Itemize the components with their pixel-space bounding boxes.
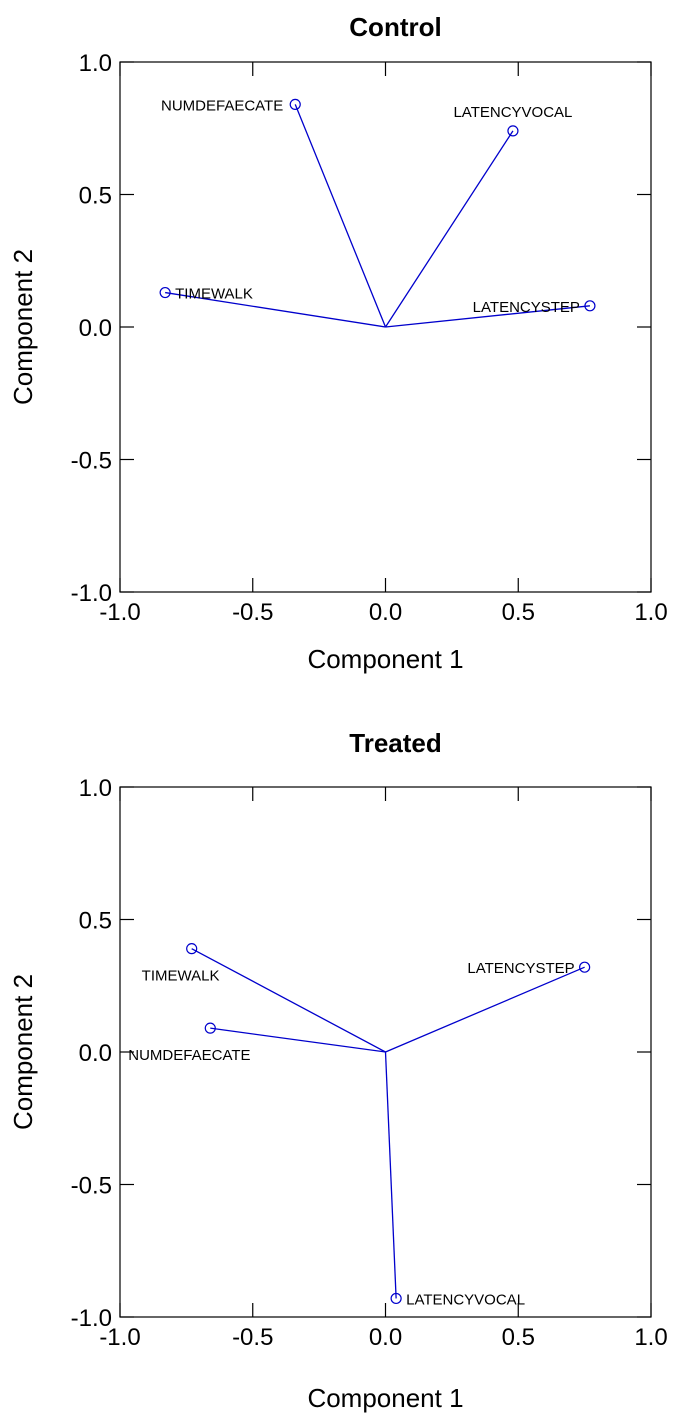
- y-tick-label: 1.0: [79, 50, 112, 77]
- y-tick-label: 0.5: [79, 183, 112, 210]
- x-tick-label: 1.0: [634, 1324, 667, 1351]
- y-tick-label: -1.0: [71, 580, 112, 607]
- point-marker-latencyvocal: [390, 1292, 402, 1305]
- point-label-numdefaecate: NUMDEFAECATE: [128, 1047, 250, 1064]
- x-tick-label: 0.0: [369, 1324, 402, 1351]
- x-tick-label: -1.0: [99, 1324, 140, 1351]
- loading-vector-latencystep: [385, 966, 585, 1053]
- x-tick-label: -1.0: [99, 599, 140, 626]
- x-tick-label: -0.5: [232, 1324, 273, 1351]
- loading-vector-numdefaecate: [210, 1027, 386, 1053]
- x-axis-label: Component 1: [307, 644, 463, 674]
- x-tick-label: 0.5: [502, 1324, 535, 1351]
- loading-vector-timewalk: [191, 948, 386, 1053]
- loading-vector-latencyvocal: [384, 1051, 397, 1299]
- point-label-latencystep: LATENCYSTEP: [473, 299, 580, 316]
- x-tick-label: -0.5: [232, 599, 273, 626]
- y-tick-label: 1.0: [79, 775, 112, 802]
- point-marker-numdefaecate: [204, 1022, 216, 1034]
- chart-title: Treated: [349, 728, 442, 758]
- x-tick-label: 0.0: [369, 599, 402, 626]
- loading-vector-numdefaecate: [294, 104, 387, 328]
- y-tick-label: 0.0: [79, 315, 112, 342]
- point-marker-numdefaecate: [289, 98, 301, 111]
- point-marker-timewalk: [186, 943, 198, 955]
- point-label-timewalk: TIMEWALK: [175, 286, 253, 303]
- y-axis-label: Component 2: [8, 974, 38, 1130]
- x-axis-label: Component 1: [307, 1383, 463, 1413]
- y-tick-label: 0.0: [79, 1040, 112, 1067]
- point-label-timewalk: TIMEWALK: [142, 968, 220, 985]
- y-tick-label: -0.5: [71, 448, 112, 475]
- loading-vector-timewalk: [165, 291, 386, 328]
- y-tick-label: 0.5: [79, 908, 112, 935]
- point-label-latencyvocal: LATENCYVOCAL: [453, 104, 572, 121]
- point-marker-timewalk: [159, 286, 171, 299]
- point-label-latencystep: LATENCYSTEP: [467, 960, 574, 977]
- x-tick-label: 0.5: [502, 599, 535, 626]
- y-tick-label: -1.0: [71, 1305, 112, 1332]
- point-marker-latencystep: [584, 300, 596, 312]
- point-marker-latencyvocal: [507, 125, 519, 137]
- point-label-latencyvocal: LATENCYVOCAL: [406, 1291, 525, 1308]
- point-label-numdefaecate: NUMDEFAECATE: [161, 97, 283, 114]
- loading-vector-latencystep: [385, 305, 591, 328]
- y-tick-label: -0.5: [71, 1173, 112, 1200]
- chart-title: Control: [349, 12, 441, 42]
- chart-panel-control: Control -1.0 -0.5 0.0 0.5 1.0 -1.0 -0.5 0.0 0.5 1.…: [8, 12, 668, 674]
- y-axis-label: Component 2: [8, 249, 38, 405]
- loading-vector-latencyvocal: [384, 130, 514, 328]
- chart-panel-treated: Treated -1.0 -0.5 0.0 0.5 1.0 -1.0 -0.5 0.0 0.5 1.…: [8, 728, 668, 1413]
- x-tick-label: 1.0: [634, 599, 667, 626]
- point-marker-latencystep: [579, 961, 591, 973]
